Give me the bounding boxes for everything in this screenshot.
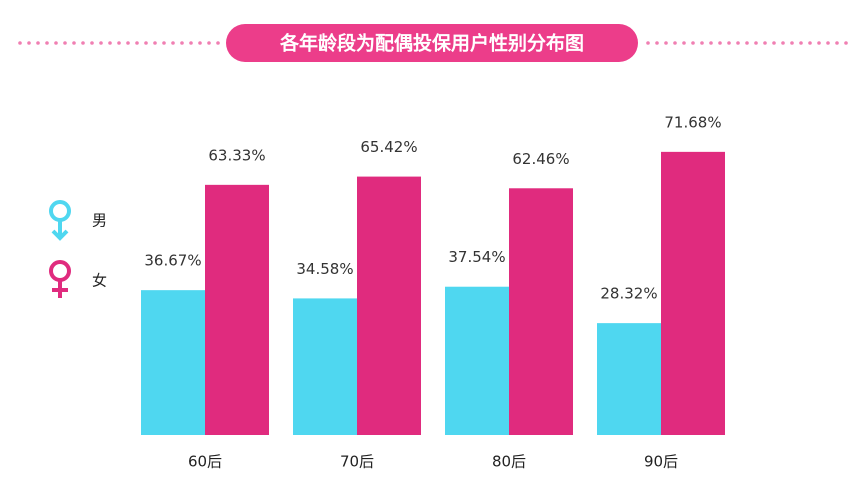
dot: [745, 41, 749, 45]
bar: [597, 323, 661, 435]
dot: [844, 41, 848, 45]
legend-label: 女: [92, 272, 107, 290]
legend-female-icon: [49, 260, 71, 298]
value-label: 63.33%: [208, 146, 265, 164]
dot: [763, 41, 767, 45]
value-label: 36.67%: [144, 252, 201, 270]
dot: [117, 41, 121, 45]
dot: [72, 41, 76, 45]
value-label: 62.46%: [512, 150, 569, 168]
value-label: 28.32%: [600, 285, 657, 303]
bar: [205, 184, 269, 435]
bar: [445, 286, 509, 435]
bar: [293, 298, 357, 435]
dot: [655, 41, 659, 45]
dot: [709, 41, 713, 45]
dot: [144, 41, 148, 45]
dot: [817, 41, 821, 45]
dot: [63, 41, 67, 45]
dot: [700, 41, 704, 45]
dot: [27, 41, 31, 45]
value-label: 71.68%: [664, 113, 721, 131]
value-label: 65.42%: [360, 138, 417, 156]
dot: [162, 41, 166, 45]
dot: [36, 41, 40, 45]
dot: [81, 41, 85, 45]
dot: [189, 41, 193, 45]
dot: [18, 41, 22, 45]
dot: [826, 41, 830, 45]
title-pill: [226, 24, 638, 62]
dot: [198, 41, 202, 45]
bar: [661, 151, 725, 435]
dot: [153, 41, 157, 45]
x-tick-label: 60后: [188, 453, 222, 471]
dot: [727, 41, 731, 45]
dot: [108, 41, 112, 45]
dot: [99, 41, 103, 45]
dot: [126, 41, 130, 45]
dot: [736, 41, 740, 45]
dot: [808, 41, 812, 45]
dot: [135, 41, 139, 45]
dot: [171, 41, 175, 45]
dot: [54, 41, 58, 45]
dot: [646, 41, 650, 45]
dot: [682, 41, 686, 45]
title-decoration: [18, 41, 848, 45]
chart-title: 各年龄段为配偶投保用户性别分布图: [279, 32, 584, 55]
dot: [216, 41, 220, 45]
x-tick-label: 80后: [492, 453, 526, 471]
x-tick-label: 90后: [644, 453, 678, 471]
bar: [509, 188, 573, 435]
dot: [772, 41, 776, 45]
x-tick-label: 70后: [340, 453, 374, 471]
dot: [180, 41, 184, 45]
dot: [754, 41, 758, 45]
bar: [357, 176, 421, 435]
dot: [673, 41, 677, 45]
dot: [664, 41, 668, 45]
legend-label: 男: [92, 212, 107, 230]
dot: [45, 41, 49, 45]
dot: [781, 41, 785, 45]
dot: [835, 41, 839, 45]
bar: [141, 290, 205, 435]
dot: [691, 41, 695, 45]
dot: [790, 41, 794, 45]
value-label: 37.54%: [448, 248, 505, 266]
value-label: 34.58%: [296, 260, 353, 278]
dot: [207, 41, 211, 45]
legend-male-icon: [49, 200, 71, 241]
dot: [90, 41, 94, 45]
dot: [718, 41, 722, 45]
dot: [799, 41, 803, 45]
